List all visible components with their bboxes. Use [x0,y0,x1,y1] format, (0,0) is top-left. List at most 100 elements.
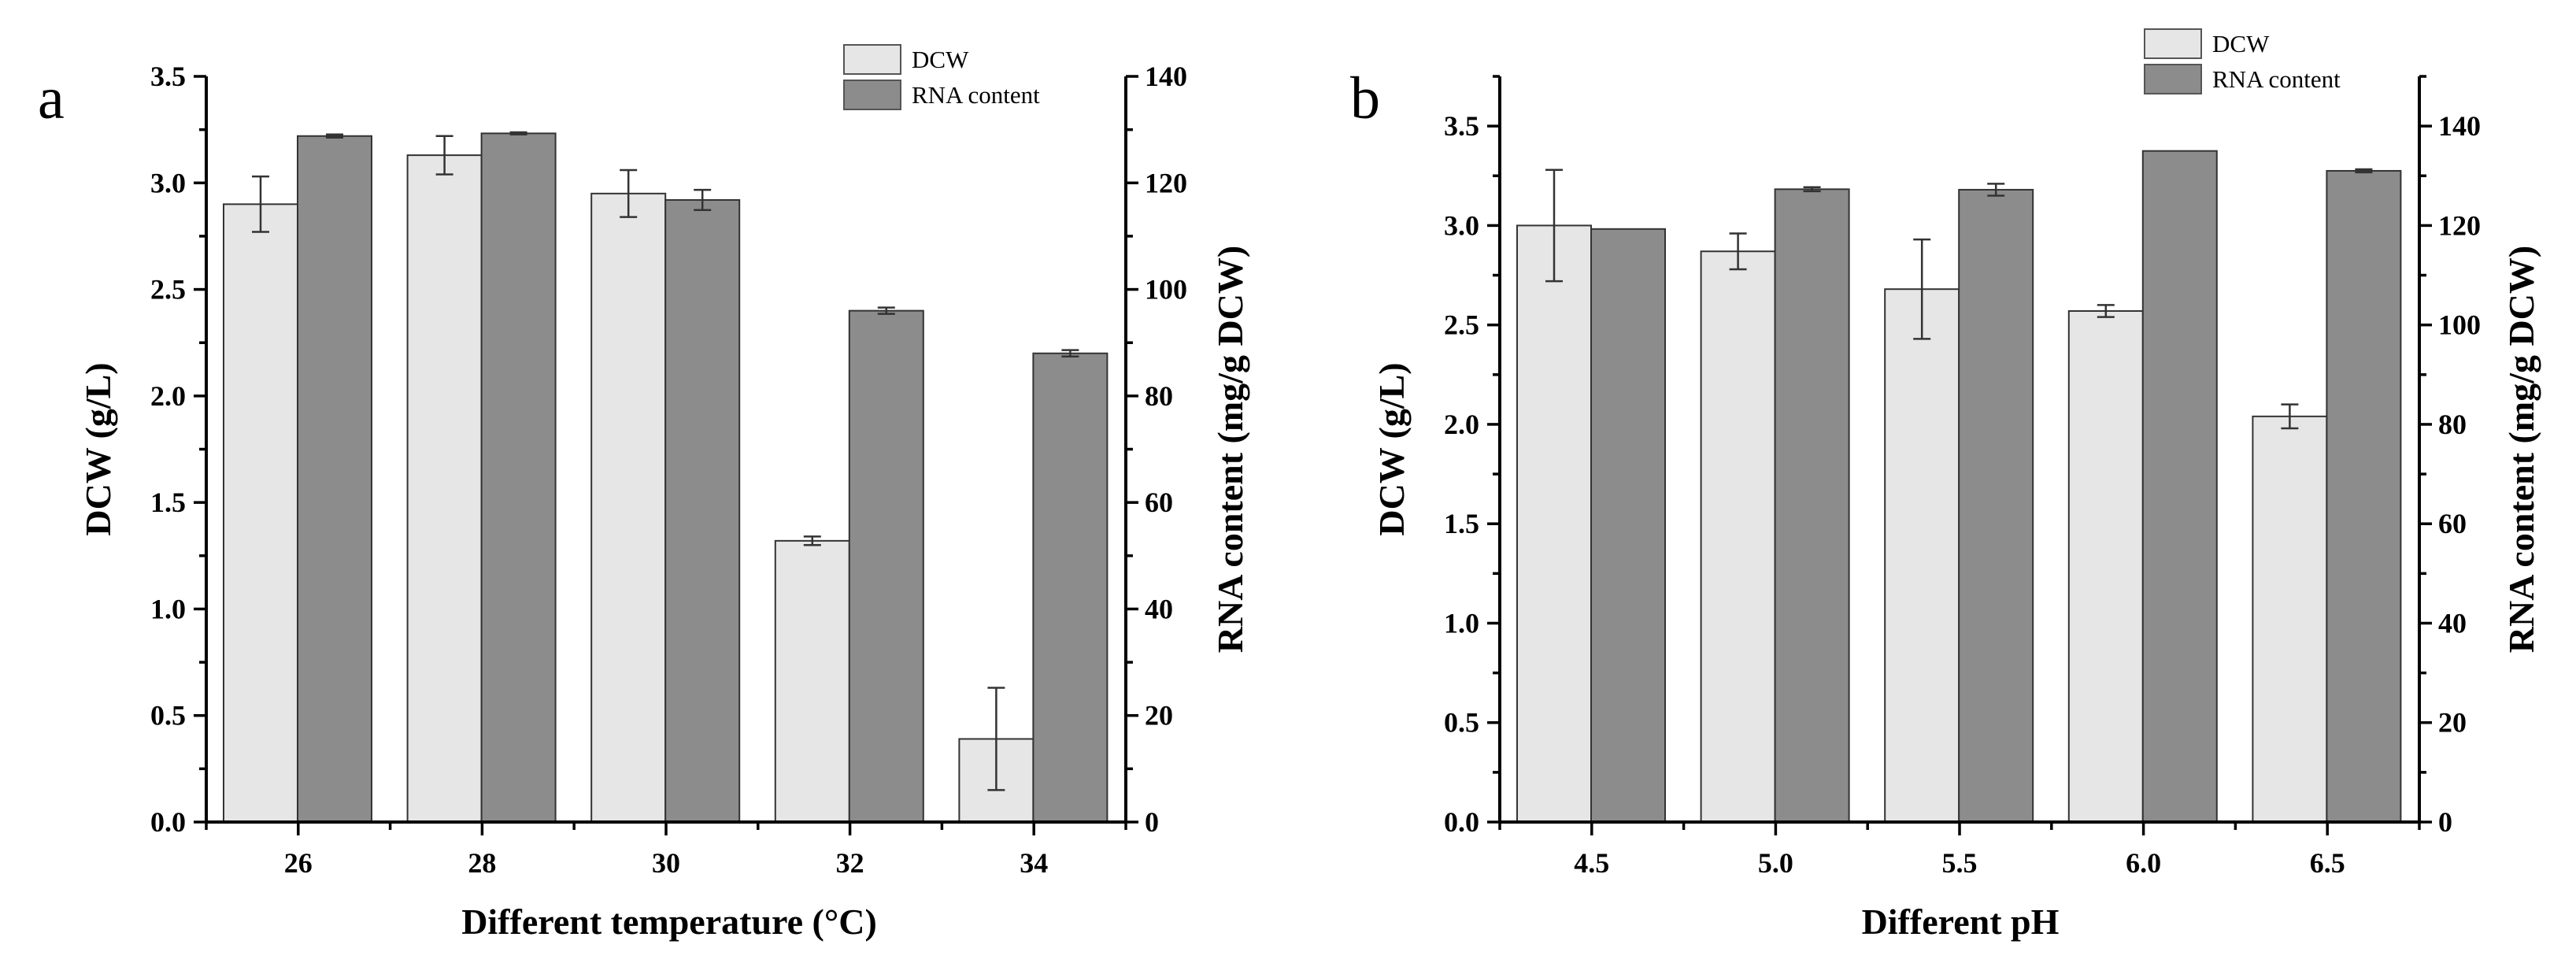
error-bar-rna-34 [1061,349,1079,358]
x-tick-label: 5.5 [1942,847,1978,879]
error-bar-rna-32 [877,306,895,315]
y-axis-right-title: RNA content (mg/g DCW) [2501,246,2541,653]
error-bar-rna-26 [326,133,343,139]
bar-dcw-6.5 [2252,415,2328,823]
y-left-tick-label: 2.0 [150,380,186,412]
y-right-tick-label: 80 [2438,409,2467,440]
error-bar-dcw-5.5 [1913,238,1931,340]
x-tick-label: 4.5 [1574,847,1609,879]
legend-label-rna: RNA content [2212,65,2341,93]
error-bar-dcw-6.0 [2097,304,2115,318]
y-right-tick-label: 120 [2438,209,2481,241]
y-left-tick-label: 0.5 [150,700,186,731]
y-right-tick-label: 40 [1145,593,1173,624]
x-tick-label: 30 [652,847,680,879]
x-axis-title: Different pH [1862,902,2060,942]
y-right-tick-label: 140 [2438,110,2481,142]
error-bar-dcw-4.5 [1545,169,1563,283]
x-tick-label: 28 [468,847,496,879]
bar-dcw-30 [590,192,667,824]
x-tick-label: 34 [1020,847,1048,879]
error-bar-dcw-5.0 [1729,232,1747,271]
x-tick-label: 6.0 [2126,847,2161,879]
y-right-tick-label: 80 [1145,380,1173,412]
legend-label-rna: RNA content [912,81,1040,109]
panel-label: b [1350,65,1380,131]
y-left-tick-label: 2.5 [1444,309,1479,341]
legend-label-dcw: DCW [2212,30,2270,57]
x-axis-title: Different temperature (°C) [461,902,877,942]
bar-rna-32 [848,309,924,823]
y-axis-left-title: DCW (g/L) [1371,362,1412,535]
error-bar-dcw-30 [620,169,638,218]
y-right-tick-label: 40 [2438,607,2467,639]
y-right-tick-label: 20 [2438,707,2467,739]
y-right-tick-label: 0 [2438,806,2452,838]
y-right-tick-label: 60 [2438,508,2467,539]
error-bar-rna-5.0 [1803,186,1821,193]
y-left-tick-label: 2.5 [150,274,186,306]
error-bar-rna-28 [509,131,527,135]
x-tick-label: 32 [836,847,864,879]
bar-dcw-4.5 [1516,224,1592,823]
bar-rna-34 [1032,352,1108,823]
y-left-tick-label: 3.0 [150,167,186,198]
legend: DCW RNA content [2144,28,2341,94]
bar-dcw-5.0 [1700,250,1776,824]
error-bar-dcw-26 [252,175,269,233]
x-tick-label: 5.0 [1758,847,1793,879]
bar-rna-30 [664,198,741,823]
legend-swatch-rna [2144,64,2202,94]
error-bar-rna-6.5 [2355,168,2373,174]
bar-dcw-26 [223,203,298,824]
y-left-tick-label: 1.0 [150,593,186,624]
chart-panel-a: a 0.0 0.5 1.0 1.5 2.0 2.5 3.0 3.5 0 20 40 60 80 100 120… [38,44,1250,942]
chart-panel-b: b 0.0 0.5 1.0 1.5 2.0 2.5 3.0 3.5 0 20 40 60 80 100 120… [1350,28,2541,942]
legend-swatch-dcw [843,44,901,75]
bar-dcw-5.5 [1884,288,1960,823]
bar-rna-4.5 [1590,228,1666,823]
y-left-tick-label: 1.5 [1444,508,1479,539]
y-left-tick-label: 2.0 [1444,409,1479,440]
bar-dcw-32 [774,539,850,823]
x-tick-label: 6.5 [2310,847,2345,879]
error-bar-dcw-32 [803,535,821,546]
bar-rna-5.5 [1958,188,2034,824]
y-left-tick-label: 3.5 [150,61,186,92]
panel-label: a [38,65,65,131]
legend-swatch-rna [843,80,901,110]
y-left-tick-label: 3.5 [1444,110,1479,142]
x-tick-label: 26 [284,847,313,879]
y-axis-left-title: DCW (g/L) [78,362,118,535]
y-right-tick-label: 100 [2438,309,2481,341]
error-bar-dcw-34 [987,687,1005,791]
y-left-tick-label: 0.5 [1444,707,1479,739]
y-right-tick-label: 20 [1145,700,1173,731]
legend-swatch-dcw [2144,28,2202,59]
y-left-tick-label: 3.0 [1444,209,1479,241]
y-left-tick-label: 1.5 [150,487,186,518]
legend: DCW RNA content [843,44,1040,110]
y-axis-right-title: RNA content (mg/g DCW) [1210,246,1250,653]
y-right-tick-label: 140 [1145,61,1187,92]
error-bar-dcw-6.5 [2281,403,2299,430]
error-bar-dcw-28 [435,135,453,176]
bar-dcw-6.0 [2067,309,2144,823]
y-right-tick-label: 120 [1145,167,1187,198]
y-left-tick-label: 0.0 [1444,806,1479,838]
bar-rna-6.0 [2141,150,2218,823]
y-left-tick-label: 0.0 [150,806,186,838]
legend-label-dcw: DCW [912,46,969,73]
y-right-tick-label: 100 [1145,274,1187,306]
bar-rna-5.0 [1774,188,1850,823]
bar-dcw-28 [406,154,483,823]
error-bar-rna-30 [694,188,712,212]
y-right-tick-label: 60 [1145,487,1173,518]
bar-rna-28 [480,132,557,823]
bar-rna-26 [297,135,372,823]
y-left-tick-label: 1.0 [1444,607,1479,639]
error-bar-rna-5.5 [1987,183,2005,197]
y-right-tick-label: 0 [1145,806,1159,838]
bar-rna-6.5 [2326,169,2402,824]
